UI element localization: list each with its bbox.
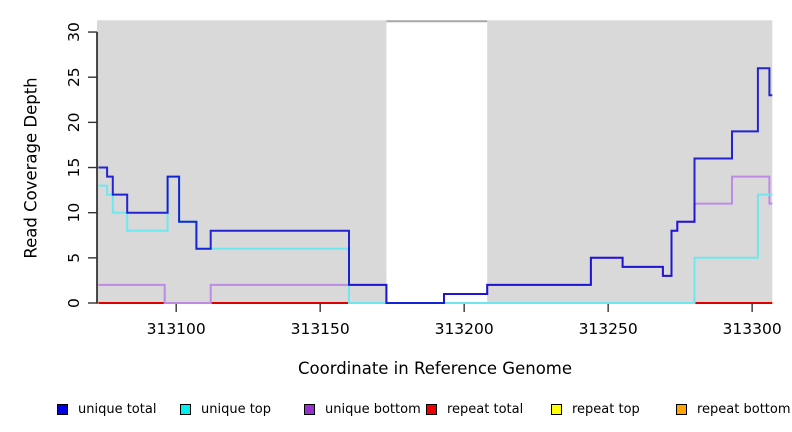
legend-item-unique-bottom: unique bottom	[304, 398, 421, 420]
gap-region	[386, 20, 488, 304]
legend-item-unique-total: unique total	[57, 398, 156, 420]
legend-item-label: unique bottom	[325, 401, 421, 417]
legend-swatch	[57, 403, 68, 415]
legend-item-repeat-total: repeat total	[426, 398, 523, 420]
y-tick-label: 30	[65, 22, 83, 42]
legend-item-label: unique top	[201, 401, 272, 417]
y-tick-label: 20	[65, 112, 83, 132]
x-tick-label: 313300	[723, 320, 782, 338]
legend-swatch	[180, 403, 191, 415]
legend-item-label: repeat total	[447, 401, 524, 417]
x-tick-label: 313100	[147, 320, 206, 338]
y-tick-label: 0	[65, 298, 83, 308]
x-tick-label: 313250	[579, 320, 638, 338]
y-tick-label: 25	[65, 67, 83, 87]
y-tick-label: 10	[65, 203, 83, 223]
y-tick-label: 15	[65, 158, 83, 178]
legend: unique total unique top unique bottom repea…	[0, 398, 792, 422]
legend-item-repeat-top: repeat top	[551, 398, 640, 420]
y-axis-label: Read Coverage Depth	[21, 77, 41, 259]
legend-item-label: repeat bottom	[697, 401, 791, 417]
legend-item-label: repeat top	[572, 401, 640, 417]
y-tick-label: 5	[65, 253, 83, 263]
legend-item-repeat-bottom: repeat bottom	[676, 398, 791, 420]
legend-swatch	[304, 403, 315, 415]
x-tick-label: 313200	[435, 320, 494, 338]
x-axis-label: Coordinate in Reference Genome	[297, 359, 573, 378]
legend-item-unique-top: unique top	[180, 398, 271, 420]
series-unique-total	[98, 67, 773, 304]
legend-item-label: unique total	[78, 401, 157, 417]
legend-swatch	[551, 403, 562, 415]
legend-swatch	[426, 403, 437, 415]
x-tick-label: 313150	[291, 320, 350, 338]
legend-swatch	[676, 403, 687, 415]
